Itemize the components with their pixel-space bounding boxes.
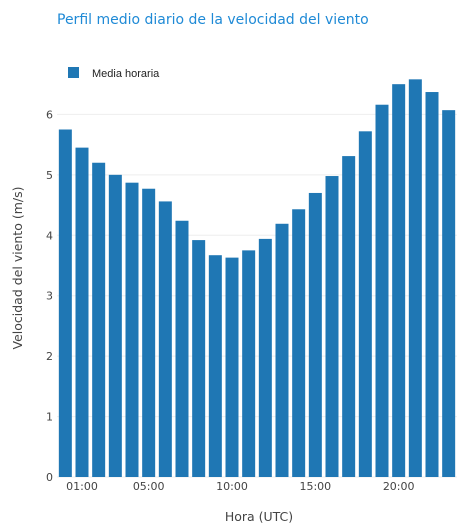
gridlines	[57, 113, 457, 478]
x-tick-label: 20:00	[383, 480, 415, 493]
x-tick-label: 15:00	[299, 480, 331, 493]
y-tick-label: 4	[46, 229, 53, 242]
y-tick-label: 6	[46, 108, 53, 121]
bar[interactable]	[125, 182, 139, 477]
bar[interactable]	[342, 156, 356, 477]
y-axis-ticks: 0 1 2 3 4 5 6	[46, 108, 53, 484]
bar[interactable]	[308, 192, 322, 477]
bar[interactable]	[292, 209, 306, 477]
bar[interactable]	[208, 255, 222, 477]
legend[interactable]: Media horaria	[68, 67, 160, 80]
bar[interactable]	[192, 240, 206, 477]
bar[interactable]	[58, 129, 72, 478]
bar[interactable]	[225, 257, 239, 477]
legend-label: Media horaria	[92, 68, 160, 80]
x-axis-title: Hora (UTC)	[225, 509, 293, 523]
bar[interactable]	[92, 162, 106, 477]
bar[interactable]	[258, 238, 272, 477]
y-tick-label: 5	[46, 169, 53, 182]
bar[interactable]	[275, 223, 289, 477]
y-tick-label: 0	[46, 471, 53, 484]
y-axis-title: Velocidad del viento (m/s)	[10, 187, 25, 350]
y-tick-label: 1	[46, 411, 53, 424]
bar[interactable]	[392, 84, 406, 477]
legend-swatch	[68, 67, 79, 78]
bars	[58, 79, 456, 478]
x-axis-ticks: 01:00 05:00 10:00 15:00 20:00	[66, 480, 414, 493]
bar[interactable]	[408, 79, 422, 478]
x-tick-label: 05:00	[133, 480, 165, 493]
chart-title: Perfil medio diario de la velocidad del …	[57, 12, 369, 28]
bar[interactable]	[108, 174, 122, 477]
bar[interactable]	[325, 176, 339, 477]
bar[interactable]	[242, 250, 256, 477]
bar[interactable]	[175, 220, 189, 477]
y-tick-label: 2	[46, 350, 53, 363]
x-tick-label: 01:00	[66, 480, 98, 493]
bar[interactable]	[375, 104, 389, 477]
bar[interactable]	[142, 188, 156, 478]
bar[interactable]	[75, 147, 89, 477]
x-tick-label: 10:00	[216, 480, 248, 493]
bar[interactable]	[158, 201, 172, 477]
y-tick-label: 3	[46, 290, 53, 303]
bar[interactable]	[442, 110, 456, 478]
bar[interactable]	[358, 131, 372, 477]
bar[interactable]	[425, 92, 439, 478]
